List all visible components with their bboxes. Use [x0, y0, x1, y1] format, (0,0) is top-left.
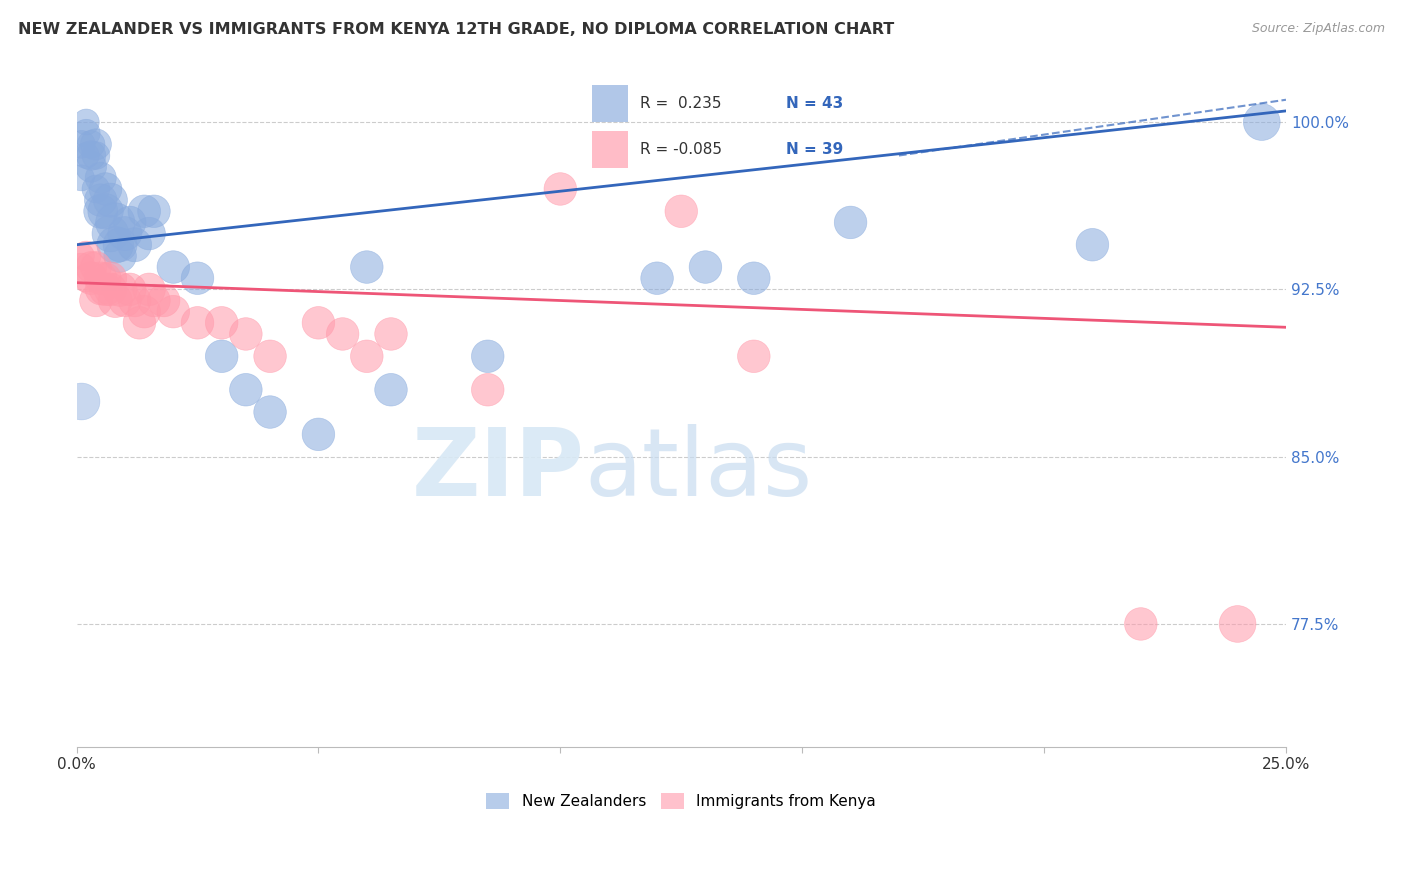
Point [80, 260, 103, 274]
Point [124, 293, 146, 308]
Point [80, 137, 103, 152]
Point [70, 170, 93, 185]
Point [162, 304, 184, 318]
Point [104, 293, 127, 308]
Point [75, 126, 97, 140]
Bar [592, 85, 628, 122]
Point [100, 227, 122, 241]
Point [235, 326, 257, 341]
Point [108, 282, 131, 296]
Point [84, 182, 107, 196]
Point [332, 326, 354, 341]
Point [84, 148, 107, 162]
Point [186, 271, 208, 285]
Point [100, 282, 122, 296]
Point [1129, 617, 1152, 632]
Point [162, 260, 184, 274]
Point [100, 193, 122, 207]
Point [380, 326, 402, 341]
Point [118, 282, 141, 296]
Point [259, 349, 281, 363]
Point [186, 316, 208, 330]
Text: N = 39: N = 39 [786, 142, 844, 157]
Point [550, 182, 572, 196]
Point [94, 182, 117, 196]
Point [94, 282, 117, 296]
Point [142, 293, 165, 308]
Point [104, 237, 127, 252]
Point [152, 293, 174, 308]
Point [94, 271, 117, 285]
Point [742, 349, 765, 363]
Text: Source: ZipAtlas.com: Source: ZipAtlas.com [1251, 22, 1385, 36]
Point [356, 260, 378, 274]
Point [1081, 237, 1104, 252]
Point [356, 349, 378, 363]
Point [70, 260, 93, 274]
Point [235, 383, 257, 397]
Point [142, 204, 165, 219]
Point [645, 271, 668, 285]
Text: ZIP: ZIP [412, 424, 585, 516]
Point [90, 271, 112, 285]
Point [70, 393, 93, 408]
Point [211, 316, 233, 330]
Point [70, 137, 93, 152]
Point [70, 249, 93, 263]
Point [100, 271, 122, 285]
Point [75, 249, 97, 263]
Point [94, 204, 117, 219]
Point [84, 260, 107, 274]
Point [75, 115, 97, 129]
Point [134, 204, 156, 219]
Point [124, 237, 146, 252]
Point [477, 383, 499, 397]
Point [75, 271, 97, 285]
Point [90, 170, 112, 185]
Legend: New Zealanders, Immigrants from Kenya: New Zealanders, Immigrants from Kenya [481, 787, 882, 815]
Point [138, 282, 160, 296]
Point [128, 316, 150, 330]
Point [90, 193, 112, 207]
Point [134, 304, 156, 318]
Point [1226, 617, 1249, 632]
Point [839, 215, 862, 229]
Point [75, 148, 97, 162]
Point [671, 204, 693, 219]
Text: NEW ZEALANDER VS IMMIGRANTS FROM KENYA 12TH GRADE, NO DIPLOMA CORRELATION CHART: NEW ZEALANDER VS IMMIGRANTS FROM KENYA 1… [18, 22, 894, 37]
Point [211, 349, 233, 363]
Text: N = 43: N = 43 [786, 96, 844, 111]
Text: R = -0.085: R = -0.085 [640, 142, 721, 157]
Point [742, 271, 765, 285]
Point [695, 260, 717, 274]
Point [118, 215, 141, 229]
Point [259, 405, 281, 419]
Point [80, 148, 103, 162]
Point [108, 237, 131, 252]
Text: R =  0.235: R = 0.235 [640, 96, 721, 111]
Point [90, 204, 112, 219]
Point [477, 349, 499, 363]
Point [108, 249, 131, 263]
Point [138, 227, 160, 241]
Point [80, 160, 103, 174]
Point [1250, 115, 1272, 129]
Point [84, 293, 107, 308]
Point [307, 427, 329, 442]
Bar [592, 131, 628, 168]
Point [84, 137, 107, 152]
Point [114, 227, 136, 241]
Point [380, 383, 402, 397]
Point [104, 215, 127, 229]
Point [90, 282, 112, 296]
Point [80, 271, 103, 285]
Point [114, 293, 136, 308]
Point [307, 316, 329, 330]
Text: atlas: atlas [585, 424, 813, 516]
